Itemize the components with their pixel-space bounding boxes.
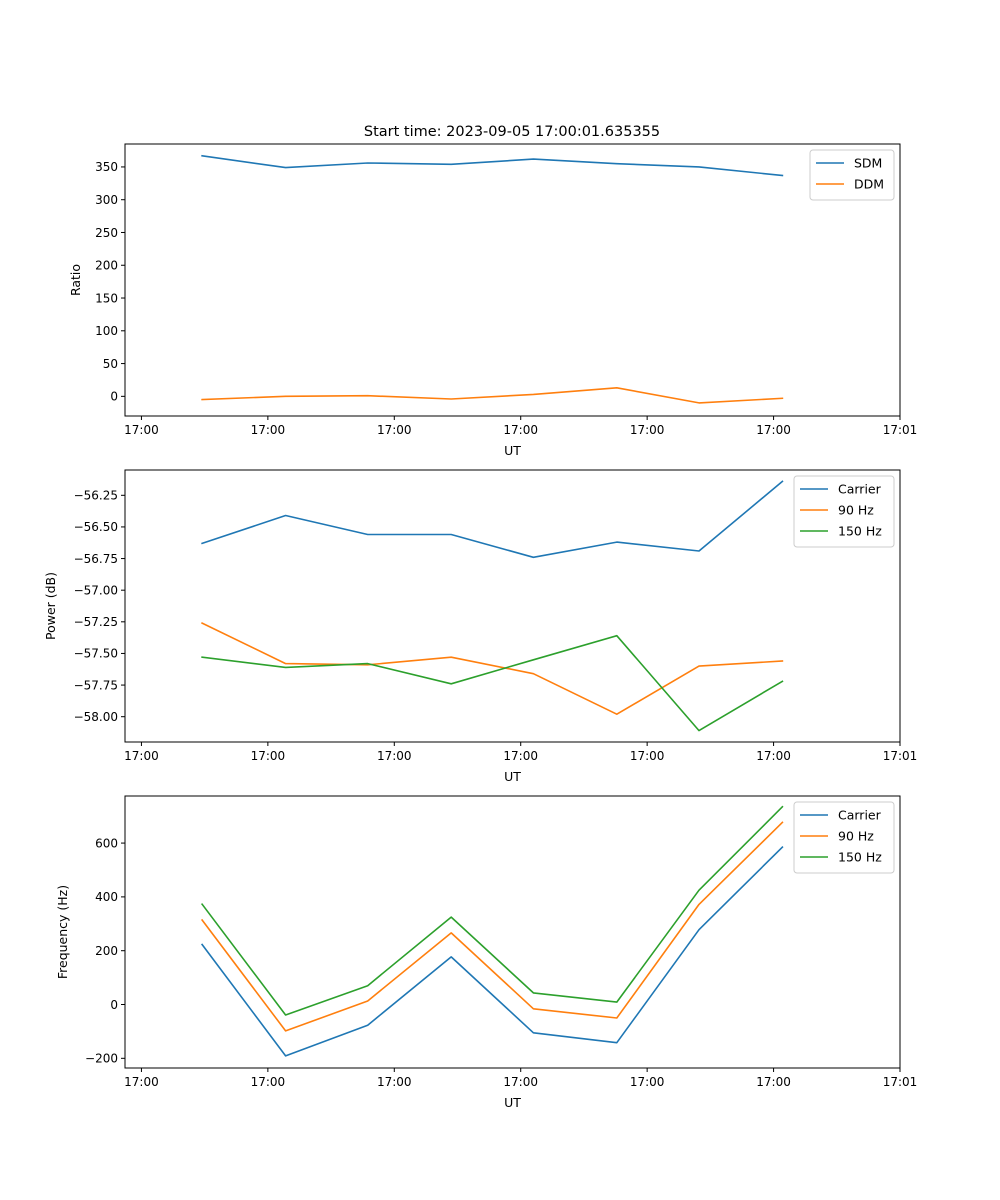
y-tick-label: −57.75 bbox=[74, 678, 118, 692]
y-tick-label: −200 bbox=[85, 1052, 118, 1066]
y-tick-label: 0 bbox=[110, 998, 118, 1012]
x-tick-label: 17:00 bbox=[756, 1075, 791, 1089]
legend-box bbox=[793, 475, 895, 548]
legend-label: DDM bbox=[854, 177, 884, 192]
axes-frame bbox=[124, 795, 901, 1069]
axes-frame bbox=[124, 469, 901, 743]
y-axis-label: Frequency (Hz) bbox=[55, 885, 70, 979]
legend-label: Carrier bbox=[838, 808, 882, 823]
figure-title: Start time: 2023-09-05 17:00:01.635355 bbox=[364, 124, 660, 140]
legend-box bbox=[793, 801, 895, 874]
legend-label: Carrier bbox=[838, 482, 882, 497]
x-tick-label: 17:00 bbox=[251, 423, 286, 437]
legend: SDM DDM bbox=[809, 149, 895, 201]
x-axis-label: UT bbox=[504, 769, 521, 784]
legend-label: SDM bbox=[854, 156, 882, 171]
x-tick-label: 17:00 bbox=[377, 1075, 412, 1089]
series-line-sdm bbox=[201, 154, 784, 177]
y-tick-label: −57.25 bbox=[74, 615, 118, 629]
y-tick-label: 100 bbox=[95, 324, 118, 338]
x-tick-label: 17:00 bbox=[503, 1075, 538, 1089]
x-tick-label: 17:00 bbox=[630, 749, 665, 763]
series-line-150-hz bbox=[201, 634, 784, 732]
y-tick-label: 0 bbox=[110, 390, 118, 404]
legend: Carrier 90 Hz 150 Hz bbox=[793, 475, 895, 548]
y-axis-label: Power (dB) bbox=[43, 572, 58, 640]
legend-label: 90 Hz bbox=[838, 829, 874, 844]
x-tick-label: 17:00 bbox=[377, 749, 412, 763]
series-line-ddm bbox=[201, 386, 784, 404]
y-tick-label: −58.00 bbox=[74, 710, 118, 724]
series-line-90-hz bbox=[200, 821, 784, 1032]
legend-label: 150 Hz bbox=[838, 850, 882, 865]
y-tick-label: −56.25 bbox=[74, 489, 118, 503]
y-tick-label: −56.50 bbox=[74, 520, 118, 534]
legend-label: 150 Hz bbox=[838, 524, 882, 539]
x-tick-label: 17:01 bbox=[883, 749, 918, 763]
subplot-ratio: 17:00 17:00 17:00 17:00 17:00 17:00 17:01 0 50 10… bbox=[68, 143, 918, 458]
x-tick-label: 17:00 bbox=[630, 423, 665, 437]
legend: Carrier 90 Hz 150 Hz bbox=[793, 801, 895, 874]
x-axis-label: UT bbox=[504, 443, 521, 458]
x-tick-label: 17:00 bbox=[630, 1075, 665, 1089]
x-tick-label: 17:01 bbox=[883, 1075, 918, 1089]
y-tick-label: 300 bbox=[95, 193, 118, 207]
x-tick-label: 17:00 bbox=[124, 423, 159, 437]
y-tick-label: 350 bbox=[95, 160, 118, 174]
series-line-carrier bbox=[200, 845, 784, 1057]
y-tick-label: 600 bbox=[95, 836, 118, 850]
x-axis-label: UT bbox=[504, 1095, 521, 1110]
subplot-power: 17:00 17:00 17:00 17:00 17:00 17:00 17:01 −58.0… bbox=[43, 469, 918, 784]
subplot-frequency: 17:00 17:00 17:00 17:00 17:00 17:00 17:01 −200 0… bbox=[55, 795, 918, 1110]
x-tick-label: 17:00 bbox=[503, 423, 538, 437]
y-tick-label: 200 bbox=[95, 259, 118, 273]
y-tick-label: −56.75 bbox=[74, 552, 118, 566]
series-line-90-hz bbox=[201, 622, 784, 716]
y-tick-label: −57.00 bbox=[74, 583, 118, 597]
series-line-carrier bbox=[201, 480, 784, 559]
x-tick-label: 17:00 bbox=[503, 749, 538, 763]
y-tick-label: 150 bbox=[95, 291, 118, 305]
y-tick-label: 400 bbox=[95, 890, 118, 904]
x-tick-label: 17:01 bbox=[883, 423, 918, 437]
x-tick-label: 17:00 bbox=[251, 749, 286, 763]
y-tick-label: 250 bbox=[95, 226, 118, 240]
y-tick-label: −57.50 bbox=[74, 647, 118, 661]
y-tick-label: 50 bbox=[103, 357, 118, 371]
legend-label: 90 Hz bbox=[838, 503, 874, 518]
series-line-150-hz bbox=[200, 805, 784, 1016]
y-axis-label: Ratio bbox=[68, 264, 83, 296]
x-tick-label: 17:00 bbox=[377, 423, 412, 437]
x-tick-label: 17:00 bbox=[756, 423, 791, 437]
x-tick-label: 17:00 bbox=[756, 749, 791, 763]
x-tick-label: 17:00 bbox=[124, 749, 159, 763]
axes-frame bbox=[124, 143, 901, 417]
y-tick-label: 200 bbox=[95, 944, 118, 958]
x-tick-label: 17:00 bbox=[124, 1075, 159, 1089]
x-tick-label: 17:00 bbox=[251, 1075, 286, 1089]
